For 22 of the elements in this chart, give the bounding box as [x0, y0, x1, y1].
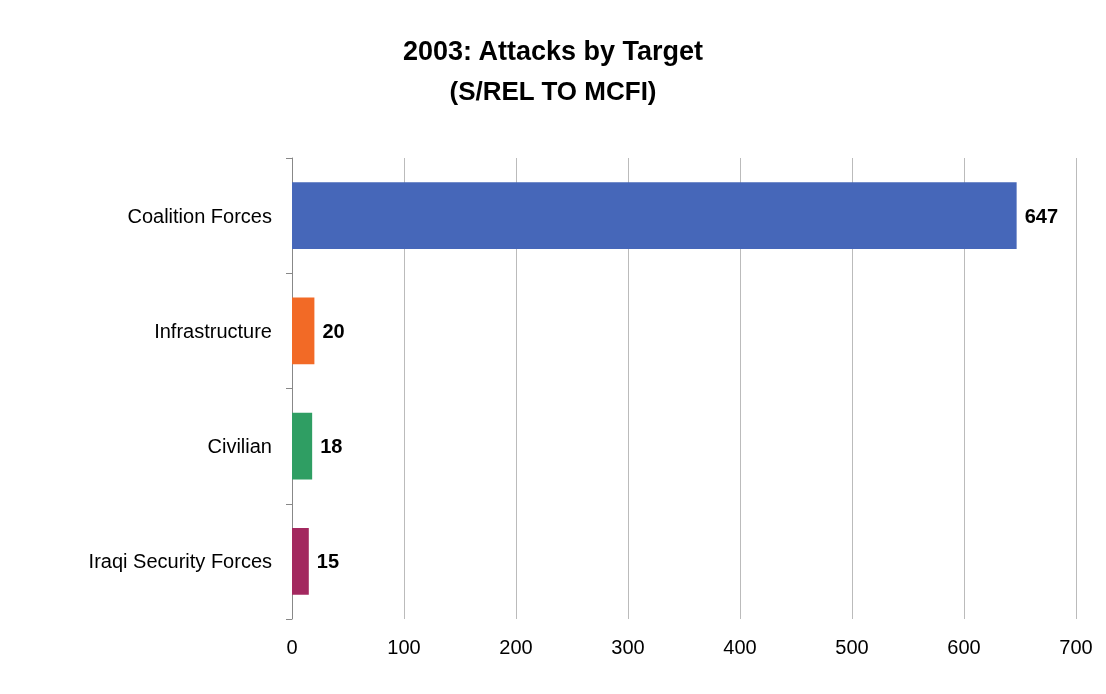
bar: [292, 527, 309, 595]
y-tick-label: Civilian: [207, 435, 272, 458]
x-tick-label: 400: [723, 636, 757, 658]
y-tick-label: Iraqi Security Forces: [88, 550, 272, 573]
chart-subtitle: (S/REL TO MCFI): [449, 76, 657, 106]
x-tick-label: 300: [611, 636, 645, 658]
y-tick-label: Infrastructure: [154, 319, 272, 342]
x-tick-label: 0: [286, 636, 298, 658]
data-label: 647: [1024, 204, 1059, 227]
data-label: 18: [320, 435, 343, 458]
x-tick-label: 500: [835, 636, 869, 658]
x-tick-label: 100: [387, 636, 421, 658]
data-label: 20: [322, 319, 345, 342]
data-label: 15: [316, 550, 340, 573]
chart-title: 2003: Attacks by Target: [402, 35, 704, 66]
x-tick-label: 600: [947, 636, 981, 658]
y-tick-label: Coalition Forces: [127, 204, 272, 227]
bar: [292, 182, 1017, 250]
x-tick-label: 200: [499, 636, 533, 658]
bar: [292, 412, 313, 480]
x-tick-label: 700: [1059, 636, 1093, 658]
bar: [292, 297, 315, 365]
